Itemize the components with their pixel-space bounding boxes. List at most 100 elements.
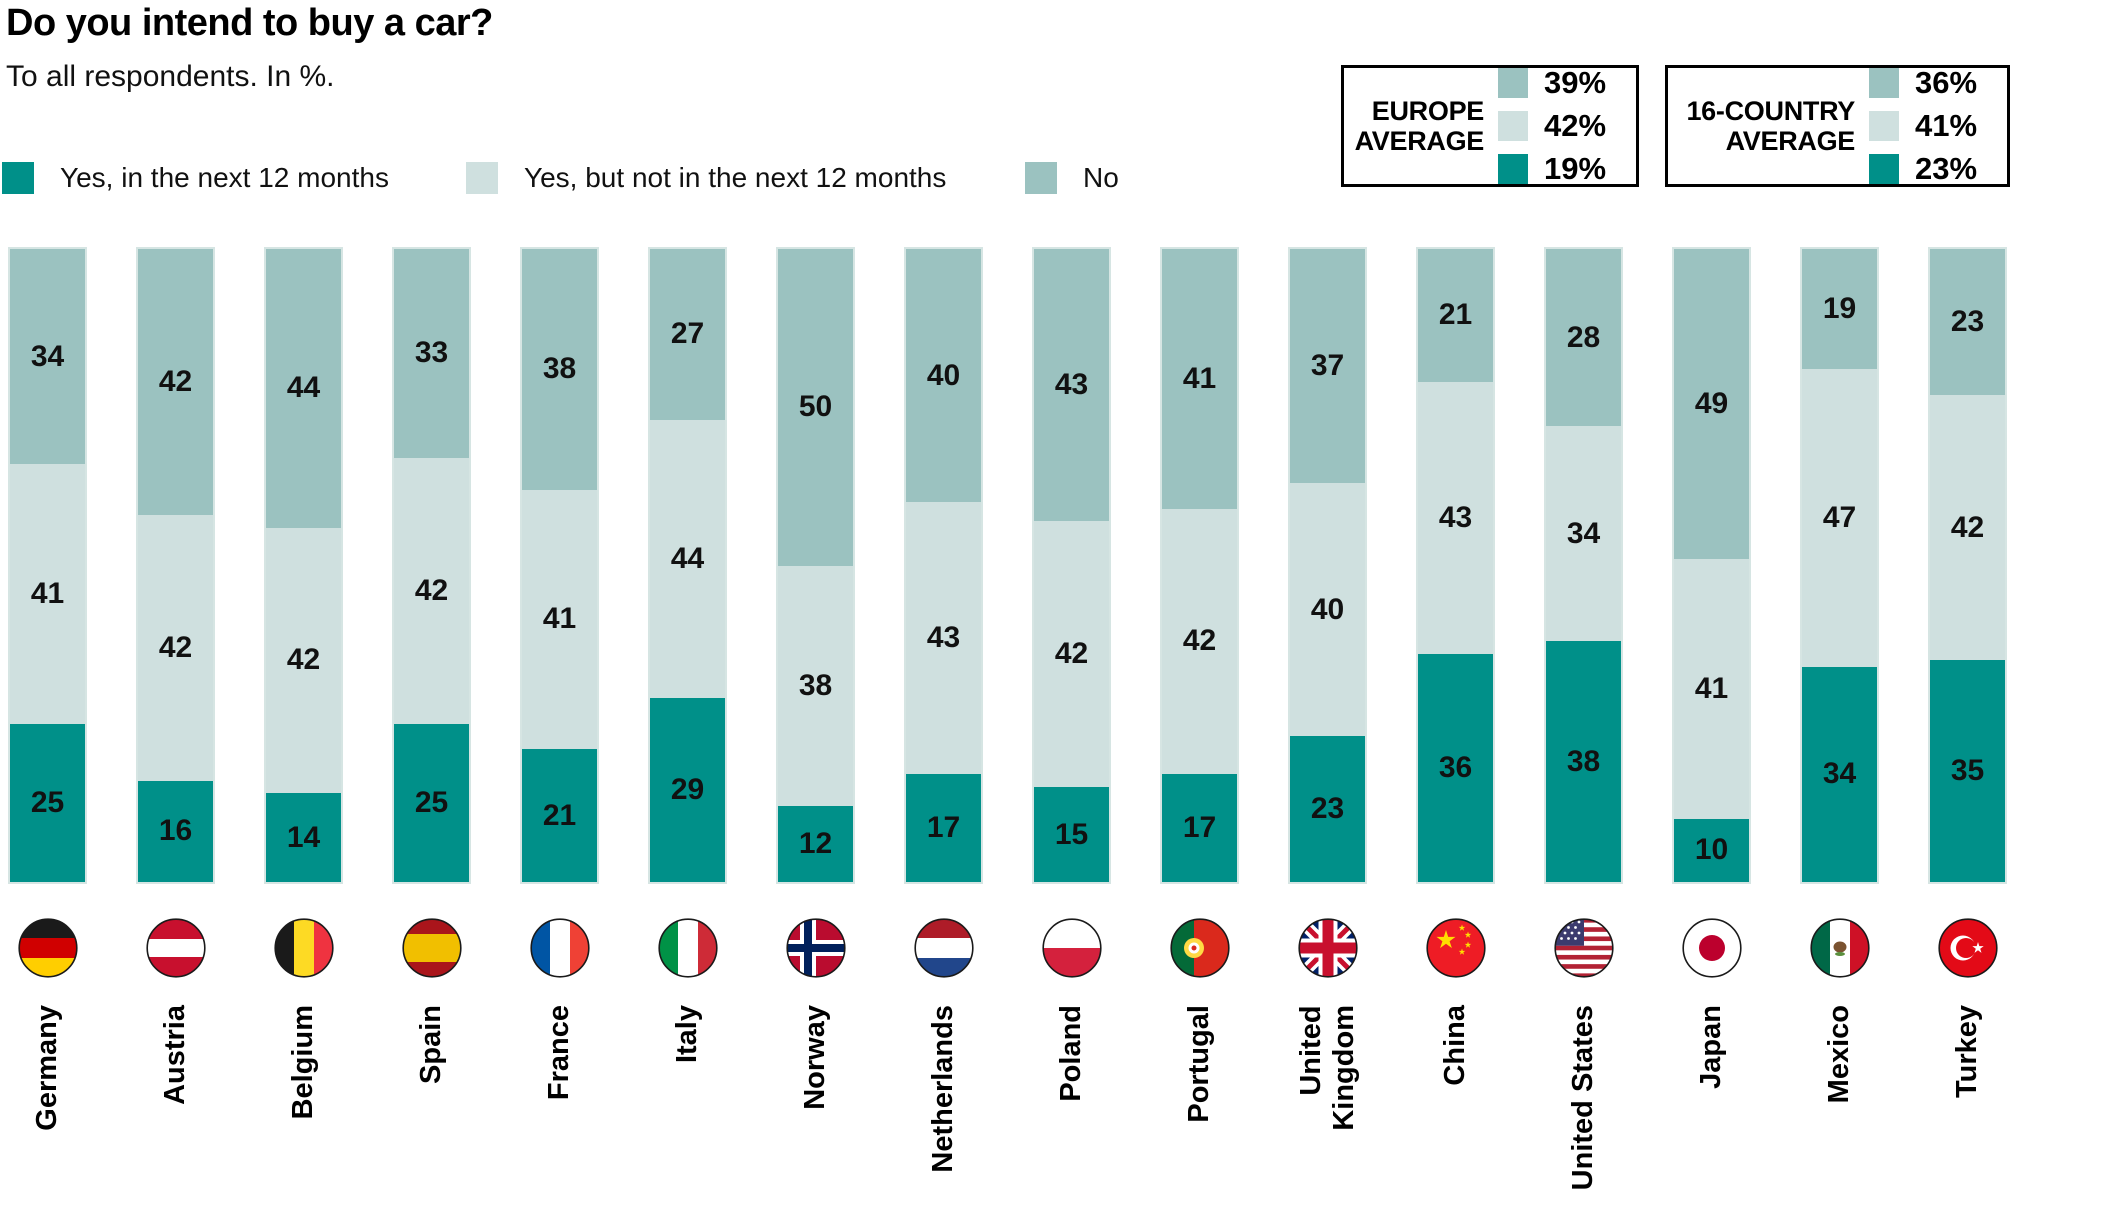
bar-segment-no: 33 [394, 249, 469, 458]
segment-value-label: 43 [926, 621, 961, 655]
bar-segment-yes-next-12: 34 [1802, 666, 1877, 882]
stacked-bar: 42 42 16 [136, 247, 215, 884]
segment-value-label: 42 [286, 643, 321, 677]
bar-segment-yes-next-12: 17 [906, 774, 981, 882]
china-flag-icon [1425, 918, 1486, 978]
stacked-bar: 19 47 34 [1800, 247, 1879, 884]
country-column: 37 40 23 United Kingdom [1288, 247, 1367, 1190]
segment-value-label: 34 [30, 339, 65, 373]
segment-value-label: 23 [1950, 304, 1985, 338]
bar-segment-yes-next-12: 38 [1546, 641, 1621, 882]
segment-value-label: 27 [670, 317, 705, 351]
segment-value-label: 10 [1694, 833, 1729, 867]
germany-flag-icon [17, 918, 78, 978]
average-value-yes-next-12: 23% [1915, 151, 1978, 186]
bar-segment-yes-next-12: 21 [522, 749, 597, 882]
country-label: France [543, 1005, 575, 1101]
yes-next-12-swatch [1498, 154, 1528, 184]
legend-swatch-no [1025, 162, 1057, 194]
bar-segment-no: 44 [266, 249, 341, 528]
stacked-bar: 27 44 29 [648, 247, 727, 884]
segment-value-label: 50 [798, 390, 833, 424]
segment-value-label: 35 [1950, 754, 1985, 788]
stacked-bar: 49 41 10 [1672, 247, 1751, 884]
stacked-bar: 21 43 36 [1416, 247, 1495, 884]
country-label: Poland [1055, 1005, 1087, 1102]
spain-flag-icon [401, 918, 462, 978]
segment-value-label: 43 [1438, 501, 1473, 535]
segment-value-label: 41 [30, 576, 65, 610]
chart-legend: Yes, in the next 12 months Yes, but not … [0, 162, 2125, 196]
country-label: Germany [31, 1005, 63, 1131]
sixteen-country-average-rows: 36% 41% 23% [1869, 65, 1987, 187]
average-row-yes-later: 41% [1869, 108, 1987, 144]
country-label: Italy [671, 1005, 703, 1064]
stacked-bar: 50 38 12 [776, 247, 855, 884]
bar-segment-yes-later: 41 [522, 489, 597, 750]
country-column: 44 42 14 Belgium [264, 247, 343, 1190]
country-label: Belgium [287, 1005, 319, 1120]
average-row-yes-next-12: 19% [1498, 151, 1616, 187]
bar-segment-yes-later: 42 [138, 514, 213, 781]
segment-value-label: 16 [158, 814, 193, 848]
bar-segment-yes-later: 44 [650, 419, 725, 699]
country-label: Turkey [1951, 1005, 1983, 1098]
legend-label: No [1083, 162, 1119, 193]
country-column: 19 47 34 Mexico [1800, 247, 1879, 1190]
stacked-bar: 33 42 25 [392, 247, 471, 884]
segment-value-label: 25 [414, 785, 449, 819]
segment-value-label: 42 [1182, 624, 1217, 658]
stacked-bar: 44 42 14 [264, 247, 343, 884]
bar-segment-yes-later: 42 [1162, 508, 1237, 775]
segment-value-label: 15 [1054, 817, 1089, 851]
bar-segment-yes-later: 41 [10, 464, 85, 724]
legend-item-no: No [1025, 162, 1119, 194]
stacked-bar: 38 41 21 [520, 247, 599, 884]
segment-value-label: 36 [1438, 751, 1473, 785]
no-swatch [1869, 68, 1899, 98]
bar-segment-yes-later: 43 [1418, 381, 1493, 655]
average-row-yes-next-12: 23% [1869, 151, 1987, 187]
bar-segment-yes-later: 34 [1546, 426, 1621, 642]
segment-value-label: 38 [542, 352, 577, 386]
country-column: 28 34 38 United States [1544, 247, 1623, 1190]
bar-segment-yes-later: 38 [778, 565, 853, 807]
country-column: 34 41 25 Germany [8, 247, 87, 1190]
europe-average-rows: 39% 42% 19% [1498, 65, 1616, 187]
bar-segment-yes-later: 43 [906, 502, 981, 775]
country-column: 33 42 25 Spain [392, 247, 471, 1190]
legend-item-yes-next-12: Yes, in the next 12 months [2, 162, 389, 194]
stacked-bar: 41 42 17 [1160, 247, 1239, 884]
segment-value-label: 42 [158, 630, 193, 664]
bar-segment-yes-next-12: 36 [1418, 654, 1493, 882]
poland-flag-icon [1041, 918, 1102, 978]
segment-value-label: 41 [542, 602, 577, 636]
bar-segment-yes-later: 42 [1930, 394, 2005, 661]
bar-segment-yes-next-12: 25 [394, 723, 469, 882]
stacked-bar: 28 34 38 [1544, 247, 1623, 884]
country-column: 23 42 35 Turkey [1928, 247, 2007, 1190]
country-label: Japan [1695, 1005, 1727, 1089]
yes-later-swatch [1498, 111, 1528, 141]
bar-segment-yes-next-12: 15 [1034, 787, 1109, 882]
bar-segment-yes-next-12: 25 [10, 723, 85, 882]
bar-segment-no: 43 [1034, 249, 1109, 522]
segment-value-label: 34 [1566, 516, 1601, 550]
legend-swatch-yes-next-12 [2, 162, 34, 194]
europe-average-title: EUROPE AVERAGE [1354, 95, 1485, 156]
japan-flag-icon [1681, 918, 1742, 978]
stacked-bar: 34 41 25 [8, 247, 87, 884]
segment-value-label: 41 [1694, 671, 1729, 705]
country-label: Mexico [1823, 1005, 1855, 1104]
portugal-flag-icon [1169, 918, 1230, 978]
bar-segment-no: 50 [778, 249, 853, 566]
france-flag-icon [529, 918, 590, 978]
segment-value-label: 38 [1566, 744, 1601, 778]
legend-item-yes-later: Yes, but not in the next 12 months [466, 162, 946, 194]
bar-segment-yes-next-12: 35 [1930, 660, 2005, 882]
country-column: 43 42 15 Poland [1032, 247, 1111, 1190]
yes-next-12-swatch [1869, 154, 1899, 184]
country-column: 49 41 10 Japan [1672, 247, 1751, 1190]
bar-segment-no: 49 [1674, 249, 1749, 560]
belgium-flag-icon [273, 918, 334, 978]
